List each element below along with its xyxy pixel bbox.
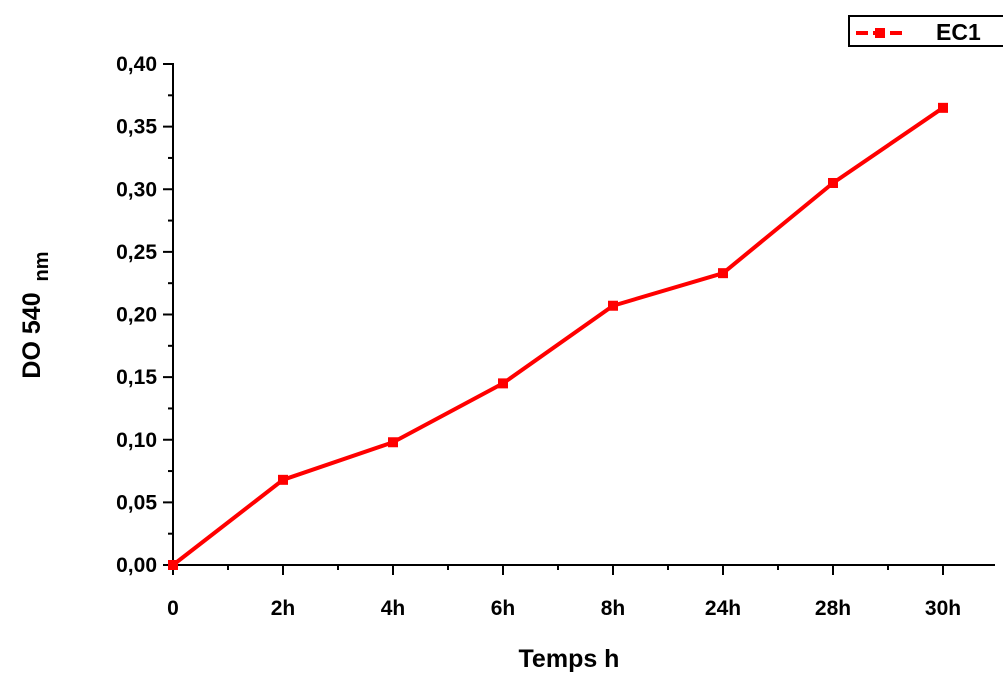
- x-tick-label: 4h: [381, 597, 406, 620]
- data-point: [388, 437, 398, 448]
- y-axis: 0,00 0,05 0,10 0,15 0,20 0,25 0,30 0,35 0,40: [116, 53, 174, 577]
- x-tick-label: 0: [167, 597, 179, 620]
- x-tick-label: 8h: [601, 597, 626, 620]
- x-tick-label: 30h: [925, 597, 961, 620]
- x-tick-label: 2h: [271, 597, 296, 620]
- data-point: [168, 560, 178, 570]
- y-tick-label: 0,40: [116, 53, 157, 76]
- x-tick-label: 6h: [491, 597, 516, 620]
- y-axis-title-subscript: nm: [31, 251, 53, 281]
- y-tick-label: 0,10: [116, 429, 157, 452]
- data-point: [718, 268, 728, 279]
- y-tick-label: 0,25: [116, 241, 157, 264]
- y-tick-label: 0,15: [116, 366, 157, 389]
- y-tick-label: 0,30: [116, 178, 157, 201]
- legend-marker-sample: [875, 28, 885, 38]
- y-tick-label: 0,00: [116, 554, 157, 577]
- legend-entry-label: EC1: [936, 19, 981, 45]
- data-point: [938, 102, 948, 113]
- y-axis-title-main: DO 540: [18, 292, 46, 378]
- data-point: [608, 300, 618, 311]
- y-axis-title: DO 540 nm: [18, 251, 53, 378]
- data-point: [828, 177, 838, 188]
- data-point: [498, 378, 508, 389]
- y-tick-label: 0,20: [116, 304, 157, 327]
- x-tick-label: 28h: [815, 597, 851, 620]
- data-point: [278, 474, 288, 485]
- y-tick-label: 0,35: [116, 116, 157, 139]
- y-tick-label: 0,05: [116, 491, 157, 514]
- x-axis-title: Temps h: [519, 645, 620, 673]
- series-group: [168, 102, 948, 570]
- x-tick-label: 24h: [705, 597, 741, 620]
- x-axis: 0 2h 4h 6h 8h 24h 28h 30h: [167, 564, 995, 620]
- legend: EC1: [848, 15, 1003, 47]
- series-line: [171, 106, 945, 567]
